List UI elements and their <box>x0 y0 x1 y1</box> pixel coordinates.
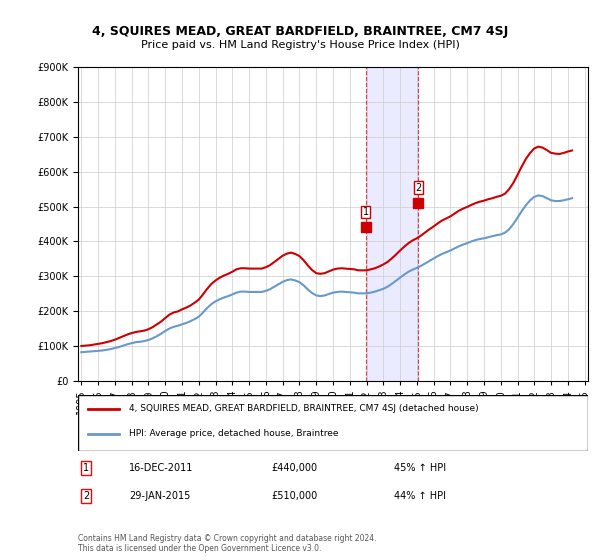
Text: 44% ↑ HPI: 44% ↑ HPI <box>394 491 446 501</box>
Text: 4, SQUIRES MEAD, GREAT BARDFIELD, BRAINTREE, CM7 4SJ: 4, SQUIRES MEAD, GREAT BARDFIELD, BRAINT… <box>92 25 508 38</box>
Text: £510,000: £510,000 <box>272 491 318 501</box>
Text: 1: 1 <box>83 463 89 473</box>
Text: HPI: Average price, detached house, Braintree: HPI: Average price, detached house, Brai… <box>129 430 338 438</box>
Text: 4, SQUIRES MEAD, GREAT BARDFIELD, BRAINTREE, CM7 4SJ (detached house): 4, SQUIRES MEAD, GREAT BARDFIELD, BRAINT… <box>129 404 479 413</box>
Text: 29-JAN-2015: 29-JAN-2015 <box>129 491 190 501</box>
Text: £440,000: £440,000 <box>272 463 318 473</box>
FancyBboxPatch shape <box>78 395 588 451</box>
Text: 45% ↑ HPI: 45% ↑ HPI <box>394 463 446 473</box>
Text: Contains HM Land Registry data © Crown copyright and database right 2024.
This d: Contains HM Land Registry data © Crown c… <box>78 534 377 553</box>
Text: 2: 2 <box>83 491 89 501</box>
Bar <box>366 67 418 381</box>
Text: 2: 2 <box>415 183 421 193</box>
Text: Price paid vs. HM Land Registry's House Price Index (HPI): Price paid vs. HM Land Registry's House … <box>140 40 460 50</box>
Text: 16-DEC-2011: 16-DEC-2011 <box>129 463 193 473</box>
Text: 1: 1 <box>363 207 369 217</box>
